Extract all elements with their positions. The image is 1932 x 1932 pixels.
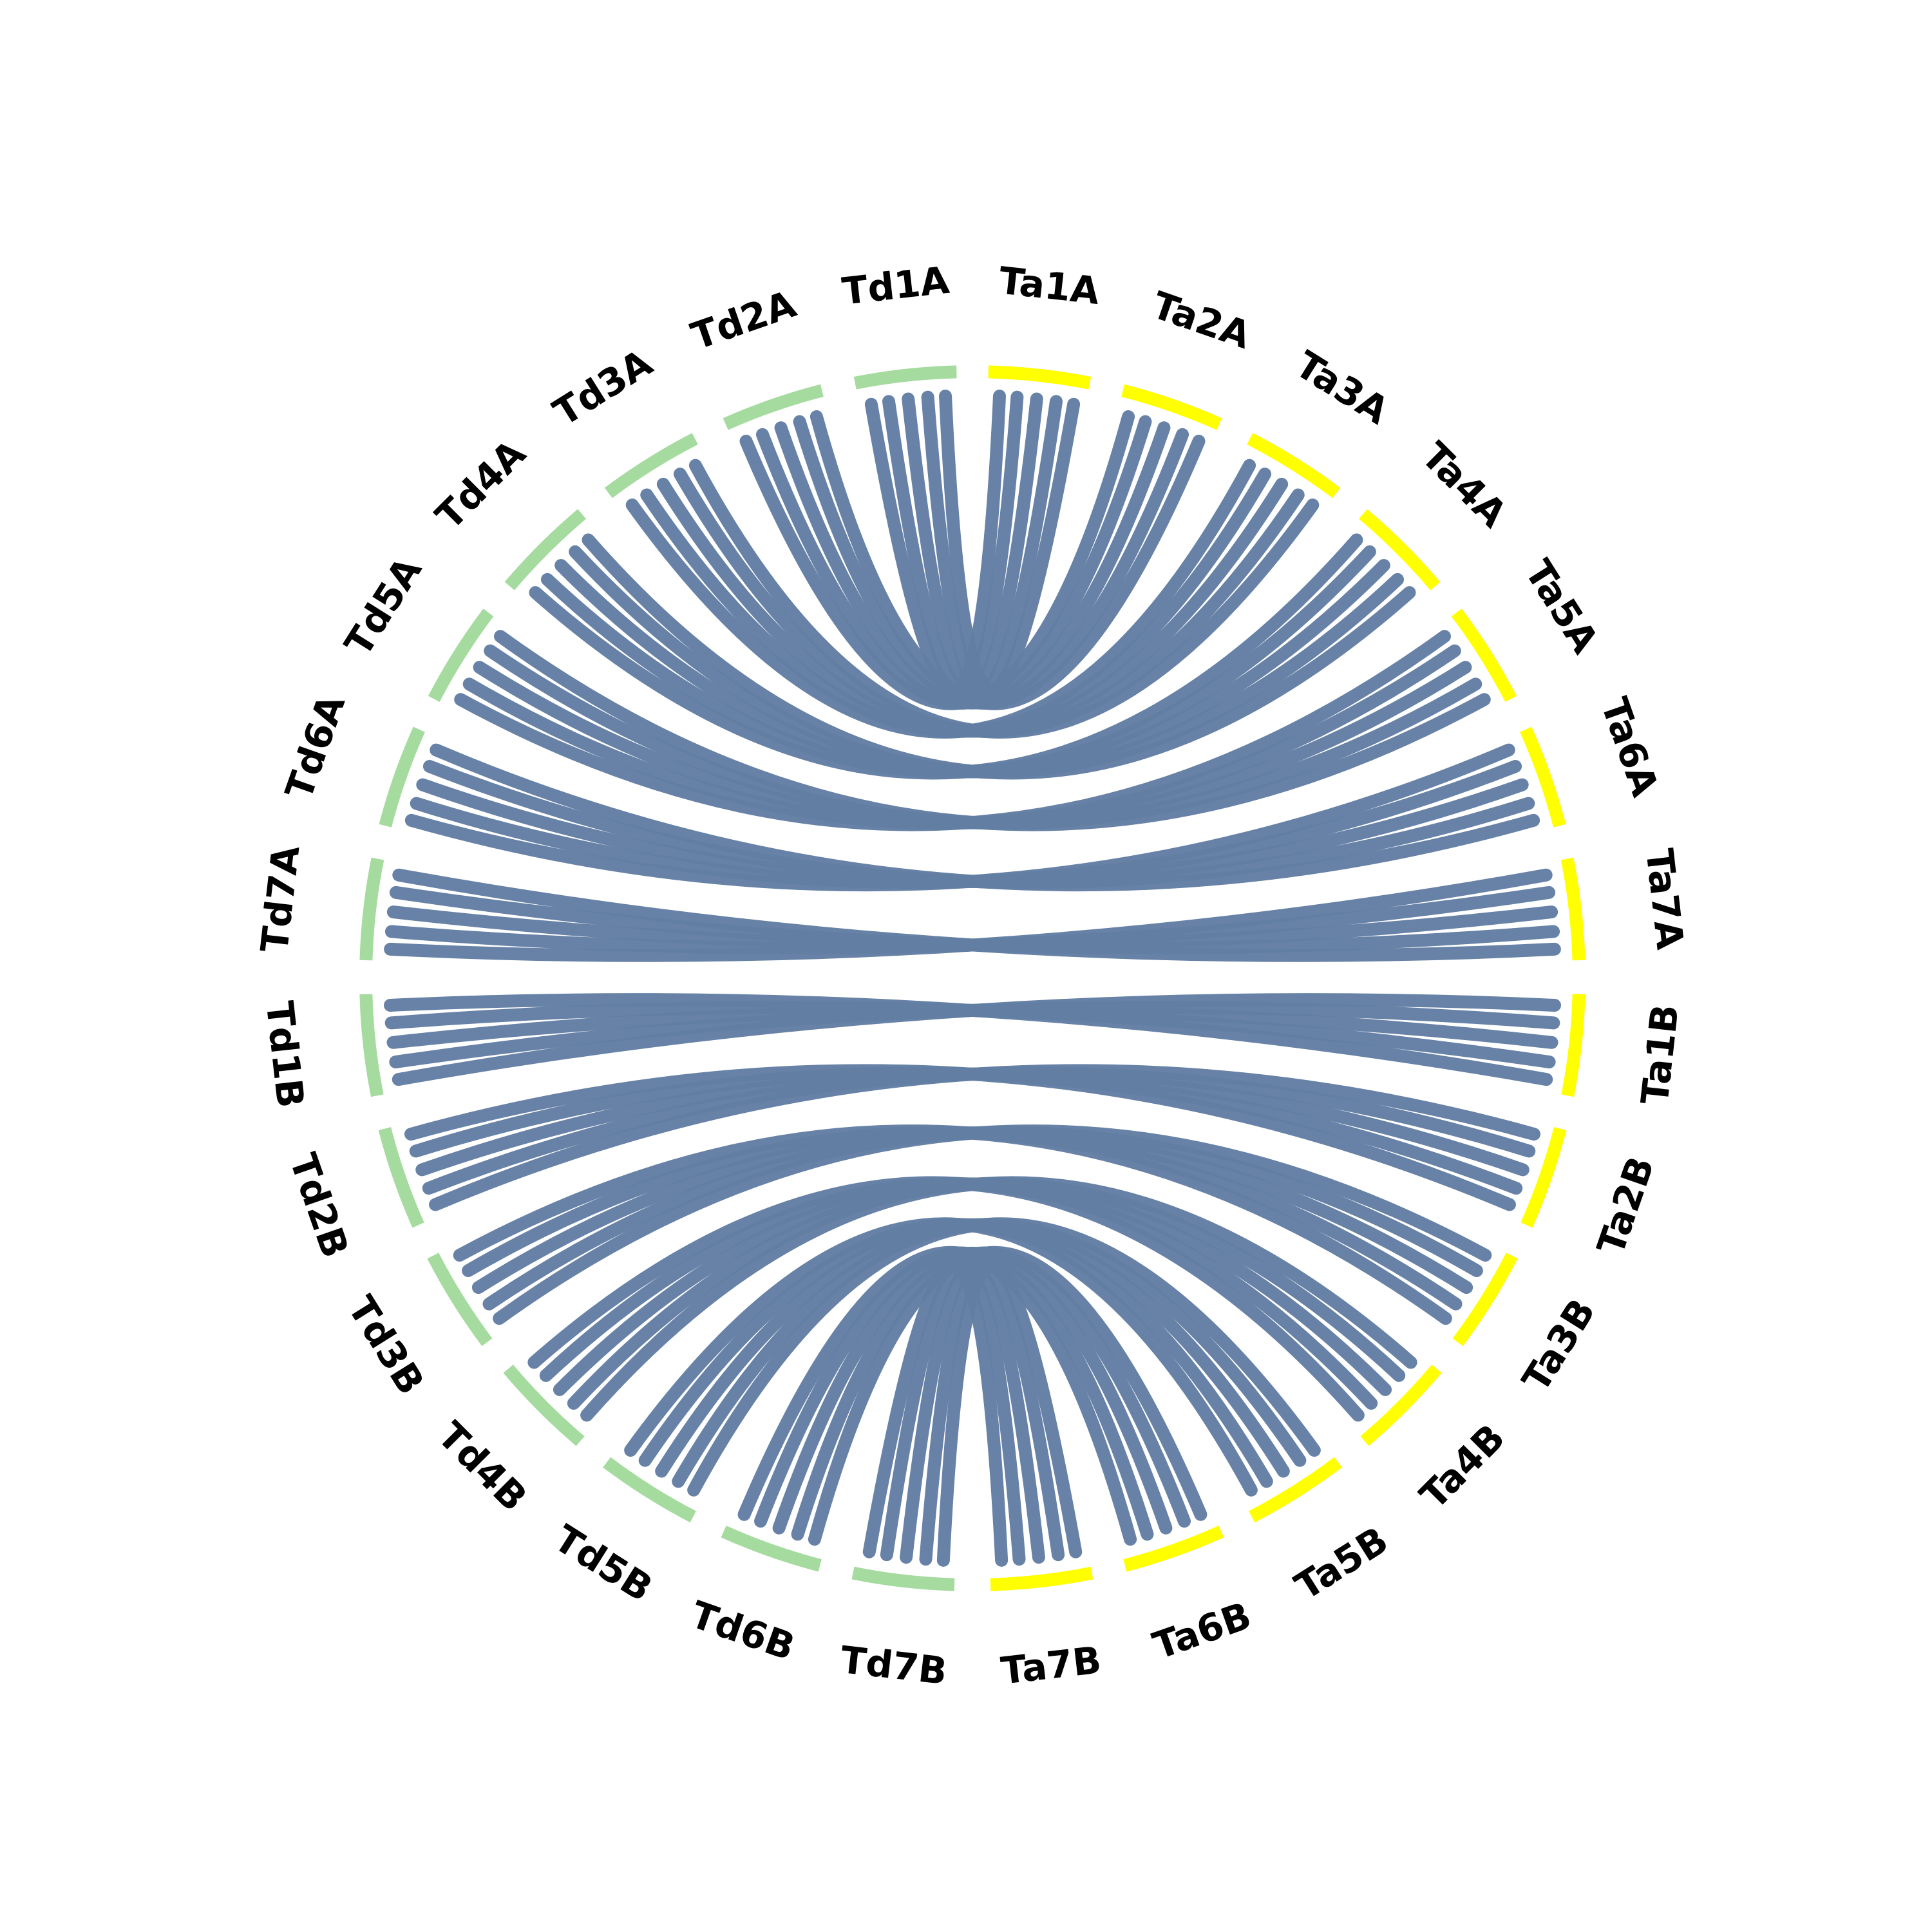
- link: [624, 1217, 1258, 1497]
- chromosome-segment: [603, 1457, 696, 1523]
- chromosome-segment: [428, 609, 494, 702]
- chromosome-label: Ta2B: [1589, 1151, 1663, 1260]
- chromosome-segment: [990, 1566, 1094, 1591]
- chromosome-label: Ta5A: [1517, 552, 1607, 661]
- link: [582, 533, 1416, 780]
- chromosome-label: Ta3A: [1288, 343, 1397, 433]
- chromosome-segment: [1358, 509, 1441, 591]
- chromosome-label: Td3A: [545, 341, 659, 435]
- link: [810, 410, 1206, 710]
- chromosome-label: Td7B: [838, 1638, 949, 1693]
- chromosome-label: Td1A: [840, 258, 951, 314]
- link: [404, 1064, 1516, 1211]
- chromosome-label: Td5B: [547, 1517, 660, 1611]
- chromosome-segment: [1123, 1525, 1224, 1572]
- chromosome-segment: [1560, 857, 1586, 961]
- link: [430, 743, 1540, 892]
- chromosome-segment: [1247, 433, 1341, 498]
- link: [383, 993, 1553, 1086]
- chromosome-label: Td2B: [281, 1148, 357, 1264]
- links: [383, 389, 1562, 1567]
- chromosome-segment: [359, 857, 384, 961]
- chromosome-label: Td5A: [336, 549, 430, 663]
- chromosome-segment: [503, 1364, 585, 1446]
- chromosome-segment: [1249, 1457, 1342, 1523]
- chromosome-label: Td7A: [252, 843, 308, 954]
- chromosome-label: Td1B: [258, 999, 313, 1110]
- chromosome-segment: [504, 509, 587, 591]
- chromosome-label: Ta6A: [1593, 692, 1667, 802]
- chromosome-label: Ta4A: [1413, 433, 1515, 536]
- chromosome-label: Td6A: [277, 689, 354, 805]
- chromosome-label: Ta2A: [1146, 283, 1256, 357]
- chromosome-segment: [851, 1566, 955, 1591]
- chromosome-label: Td6B: [685, 1593, 800, 1669]
- chromosome-label: Ta1B: [1633, 1002, 1687, 1106]
- chromosome-label: Ta3B: [1513, 1291, 1604, 1399]
- link: [392, 868, 1561, 962]
- chromosome-segment: [427, 1253, 493, 1347]
- chromosome-label: Ta7A: [1637, 846, 1692, 951]
- link: [527, 1176, 1365, 1422]
- link: [453, 1124, 1452, 1325]
- chromosome-label: Ta4B: [1412, 1416, 1513, 1517]
- link: [688, 459, 1320, 739]
- chromosome-segment: [1452, 1253, 1518, 1347]
- chromosome-label: Ta6B: [1148, 1593, 1257, 1668]
- chromosome-segment: [359, 994, 384, 1097]
- chromosome-segment: [1451, 609, 1517, 702]
- chromosome-segment: [723, 384, 824, 430]
- chromosome-label: Td4B: [430, 1414, 536, 1520]
- chromosome-segment: [853, 365, 957, 390]
- chromosome-segment: [721, 1525, 822, 1572]
- chromosome-segment: [1520, 1127, 1567, 1228]
- link: [494, 630, 1491, 831]
- chromosome-label: Td2A: [686, 282, 802, 359]
- link: [862, 1260, 1009, 1567]
- chromosome-label: Ta1A: [997, 258, 1102, 313]
- chromosome-segment: [1561, 994, 1586, 1097]
- chromosome-segment: [1360, 1364, 1442, 1446]
- chromosome-segment: [379, 726, 425, 828]
- chromosome-label: Td3B: [339, 1289, 433, 1402]
- chromosome-segment: [988, 365, 1092, 390]
- chromosome-label: Ta7B: [999, 1638, 1104, 1693]
- chromosome-segment: [1121, 384, 1222, 430]
- ring: [359, 365, 1586, 1591]
- link: [737, 1245, 1137, 1546]
- chromosome-segment: [378, 1127, 424, 1228]
- chromosome-segment: [604, 433, 698, 498]
- chromosome-segment: [1519, 726, 1566, 828]
- chromosome-label: Td4A: [427, 431, 534, 538]
- chromosome-label: Ta5B: [1287, 1518, 1396, 1609]
